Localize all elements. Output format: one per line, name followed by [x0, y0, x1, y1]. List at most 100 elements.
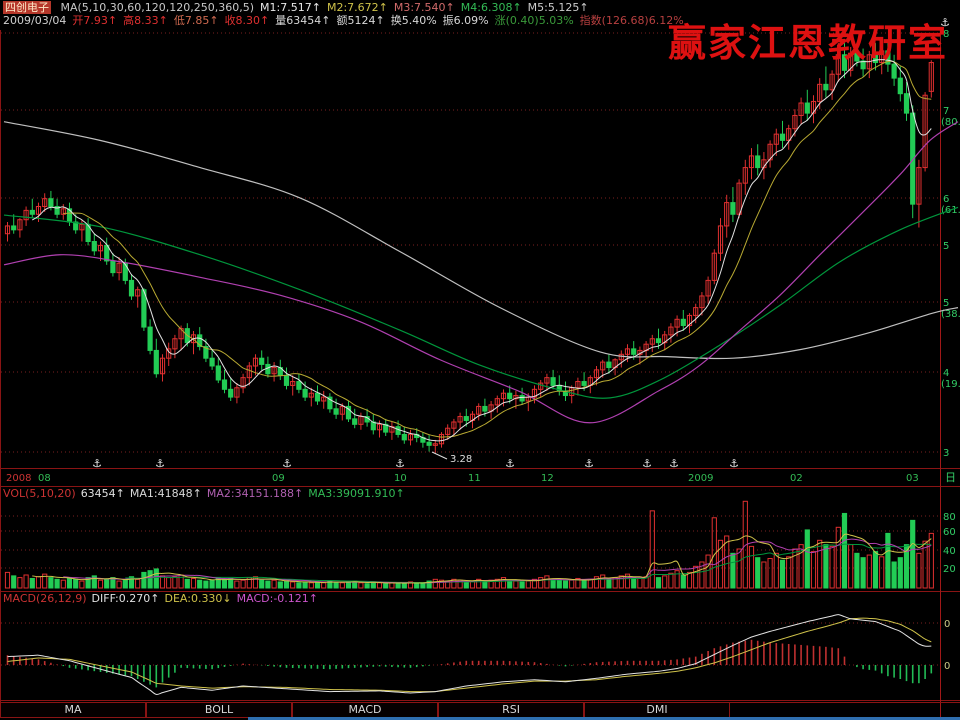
date-axis-label: 03: [906, 473, 919, 484]
info-row-ma: 四创电子 MA(5,10,30,60,120,120,250,360,5) M1:…: [3, 1, 595, 14]
volume-bar-down: [203, 580, 209, 589]
candle-body-down: [11, 225, 17, 231]
volume-field: MA1:41848↑: [129, 487, 202, 500]
candle-body-down: [215, 365, 221, 381]
volume-bar-up: [587, 578, 593, 589]
tab-ma[interactable]: MA: [0, 703, 146, 718]
candle-body-up: [668, 326, 674, 336]
volume-axis-label: 20: [943, 564, 956, 575]
ma5-line: [32, 59, 932, 442]
volume-bar-down: [631, 577, 637, 589]
candle-body-up: [531, 388, 538, 398]
volume-bar-up: [494, 578, 500, 589]
stock-name[interactable]: 四创电子: [3, 1, 51, 14]
volume-bar-down: [48, 577, 54, 589]
volume-bar-up: [252, 576, 259, 589]
anchor-icon: ⚓: [669, 457, 679, 470]
volume-bar-down: [779, 559, 786, 589]
volume-bar-up: [879, 556, 885, 589]
candle-body-up: [500, 392, 507, 400]
candle-body-down: [221, 379, 228, 390]
volume-bar-up: [538, 577, 544, 589]
quote-field: M2:7.672↑: [326, 1, 388, 14]
volume-bar-up: [717, 539, 724, 589]
volume-bar-up: [686, 571, 693, 589]
candle-body-up: [538, 382, 544, 390]
volume-bar-up: [817, 539, 823, 589]
volume-bar-up: [724, 535, 730, 589]
candle-body-down: [345, 405, 352, 420]
volume-bar-up: [829, 545, 835, 589]
volume-axis-label: 40: [943, 546, 956, 557]
candle-body-up: [916, 167, 922, 205]
macd-indicator-row: MACD(26,12,9) DIFF:0.270↑ DEA:0.330↓ MACD:-…: [3, 593, 323, 605]
volume-bar-up: [290, 581, 296, 589]
tab-dmi[interactable]: DMI: [584, 703, 730, 718]
candle-body-up: [4, 225, 11, 235]
tab-boll[interactable]: BOLL: [146, 703, 292, 718]
candle-body-up: [544, 377, 550, 384]
price-axis-label: 7: [943, 106, 949, 117]
volume-bar-down: [11, 575, 17, 589]
candle-body-down: [606, 361, 612, 369]
volume-bar-down: [85, 577, 91, 589]
volume-bar-down: [364, 583, 370, 589]
macd-axis-label: 0: [944, 619, 950, 630]
volume-bar-down: [277, 581, 283, 589]
candle-body-up: [445, 427, 451, 435]
candle-body-up: [476, 405, 482, 415]
volume-bar-down: [327, 580, 333, 589]
candle-body-up: [172, 338, 178, 350]
volume-bar-up: [593, 576, 600, 589]
volume-bar-down: [872, 551, 879, 589]
volume-bar-down: [463, 581, 469, 589]
volume-bar-down: [29, 577, 35, 589]
volume-bar-down: [66, 577, 73, 589]
volume-bar-up: [600, 574, 606, 589]
ma250-line: [3, 121, 959, 360]
volume-bar-up: [575, 577, 581, 589]
candle-body-down: [910, 112, 916, 205]
candle-body-down: [463, 416, 469, 421]
macd-field: MACD(26,12,9): [3, 592, 87, 605]
candle-body-down: [48, 198, 54, 207]
volume-bar-down: [209, 579, 215, 589]
candle-body-down: [209, 357, 215, 367]
anchor-icon: ⚓: [584, 457, 594, 470]
price-axis-label: 3: [943, 448, 949, 459]
macd-field: DEA:0.330↓: [164, 592, 232, 605]
candle-body-up: [159, 357, 166, 375]
date-axis-label: 09: [272, 473, 285, 484]
volume-bar-up: [637, 577, 643, 589]
volume-bar-down: [110, 577, 116, 589]
taskbar-strip: [248, 717, 960, 720]
volume-bar-down: [562, 580, 569, 589]
diff-line: [7, 614, 932, 695]
tab-macd[interactable]: MACD: [292, 703, 438, 718]
quote-field: 低7.85↑: [173, 14, 219, 27]
anchor-icon: ⚓: [395, 457, 405, 470]
volume-bar-up: [339, 582, 345, 589]
volume-bar-up: [97, 579, 104, 589]
candle-body-up: [600, 361, 606, 371]
candle-body-up: [376, 423, 383, 431]
tab-rsi[interactable]: RSI: [438, 703, 584, 718]
date-axis-label: 11: [468, 473, 481, 484]
volume-bar-up: [810, 551, 817, 589]
volume-bar-down: [333, 581, 339, 589]
candle-body-down: [885, 50, 891, 65]
volume-bar-up: [761, 561, 767, 589]
candle-body-up: [693, 307, 699, 316]
period-selector-daily[interactable]: 日: [945, 471, 956, 484]
candle-body-up: [308, 392, 314, 398]
quote-field: 换5.40%: [390, 14, 437, 27]
quote-field: 额5124↑: [336, 14, 385, 27]
volume-bar-down: [302, 581, 308, 589]
candle-body-down: [141, 289, 147, 328]
info-row-quote: 2009/03/04 开7.93↑ 高8.33↑ 低7.85↑ 收8.30↑ 量63454…: [3, 14, 690, 27]
volume-bar-up: [742, 500, 748, 589]
date-axis-label: 2008: [6, 473, 31, 484]
candle-body-down: [631, 348, 637, 355]
candle-body-down: [550, 377, 556, 386]
